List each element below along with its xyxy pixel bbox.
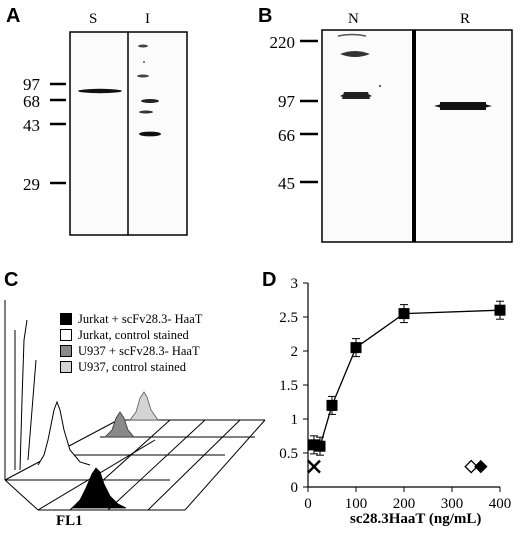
data-point-square (398, 308, 410, 320)
series-line (313, 309, 501, 447)
panel-c-letter: C (4, 269, 19, 291)
mw-marker-45: 45 (278, 174, 295, 193)
legend-swatch-jurkat-control (60, 329, 72, 341)
mw-marker-97b: 97 (278, 92, 295, 111)
y-tick-label: 1 (291, 412, 299, 428)
mw-marker-43: 43 (23, 116, 40, 135)
legend-label-jurkat-control: Jurkat, control stained (78, 328, 189, 342)
x-tick-label: 300 (441, 496, 464, 512)
data-point-x (307, 459, 321, 474)
data-point-diamond-open (464, 459, 479, 474)
data-point-square (326, 399, 338, 411)
lane-label-i: I (145, 11, 150, 27)
mw-marker-66: 66 (278, 126, 295, 145)
y-tick-label: 3 (291, 276, 299, 292)
panel-b-letter: B (258, 5, 273, 27)
mw-marker-68: 68 (23, 92, 40, 111)
mw-marker-29: 29 (23, 175, 40, 194)
mw-marker-97: 97 (23, 75, 40, 94)
data-point-square (494, 304, 506, 316)
y-tick-label: 0.5 (279, 446, 298, 462)
data-point-square (350, 342, 362, 354)
data-point-diamond-filled (474, 459, 488, 474)
x-tick-label: 200 (393, 496, 416, 512)
data-point-square (314, 440, 326, 452)
panel-a-letter: A (6, 5, 21, 27)
lane-label-r: R (460, 11, 471, 27)
legend-label-u937-control: U937, control stained (78, 360, 186, 374)
x-tick-label: 400 (489, 496, 512, 512)
mw-marker-220: 220 (269, 33, 296, 52)
lane-label-s: S (89, 11, 98, 27)
x-axis-title: sc28.3HaaT (ng/mL) (350, 511, 482, 527)
legend-swatch-u937-scfv (60, 345, 72, 357)
x-tick-label: 0 (304, 496, 312, 512)
data-point-square (308, 439, 320, 451)
legend-label-jurkat-scfv: Jurkat + scFv28.3- HaaT (78, 312, 203, 326)
legend-label-u937-scfv: U937 + scFv28.3- HaaT (78, 344, 200, 358)
panel-d-letter: D (262, 269, 277, 291)
fl1-axis-label: FL1 (56, 513, 83, 529)
y-tick-label: 2 (291, 344, 299, 360)
lane-label-n: N (348, 11, 359, 27)
y-tick-label: 1.5 (279, 378, 298, 394)
x-tick-label: 100 (345, 496, 368, 512)
legend-swatch-jurkat-scfv (60, 313, 72, 325)
legend-swatch-u937-control (60, 361, 72, 373)
y-tick-label: 0 (291, 480, 299, 496)
y-tick-label: 2.5 (279, 310, 298, 326)
